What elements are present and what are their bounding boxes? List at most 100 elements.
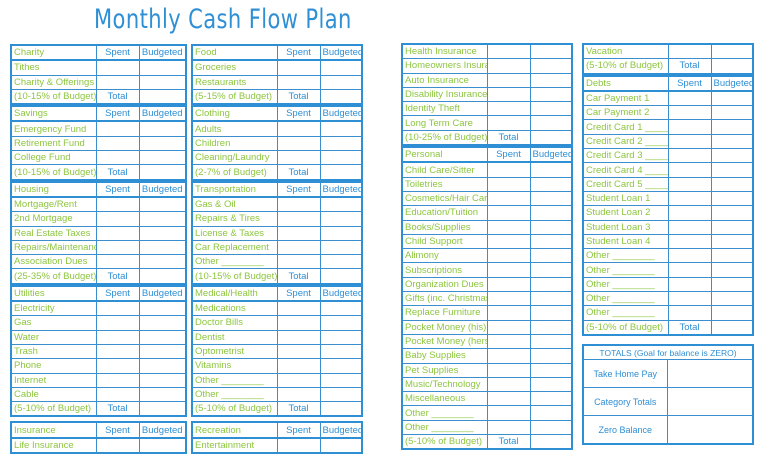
budgeted-cell[interactable] [138,437,187,454]
spent-cell[interactable] [667,43,712,60]
budgeted-cell[interactable] [319,59,363,76]
spent-cell[interactable] [276,239,321,256]
budgeted-cell[interactable] [138,120,187,137]
budgeted-cell[interactable] [138,135,187,152]
budgeted-cell[interactable] [710,233,754,250]
budgeted-cell[interactable] [138,254,187,270]
budgeted-cell[interactable] [138,150,187,166]
spent-cell[interactable] [486,391,531,407]
spent-cell[interactable] [486,376,531,393]
spent-cell[interactable] [486,233,531,250]
budgeted-cell[interactable] [138,59,187,76]
budgeted-cell[interactable] [529,233,573,250]
spent-cell[interactable] [667,133,712,150]
spent-cell[interactable] [486,291,531,307]
spent-cell[interactable] [486,333,531,350]
total-cell[interactable] [319,401,363,417]
spent-cell[interactable] [486,205,531,221]
total-cell[interactable] [710,319,754,336]
spent-cell[interactable] [276,254,321,270]
budgeted-cell[interactable] [529,291,573,307]
spent-cell[interactable] [95,329,140,345]
budgeted-cell[interactable] [319,437,363,454]
budgeted-cell[interactable] [710,176,754,192]
budgeted-cell[interactable] [138,315,187,331]
spent-cell[interactable] [95,135,140,152]
spent-cell[interactable] [486,58,531,74]
budgeted-cell[interactable] [138,329,187,345]
spent-cell[interactable] [486,348,531,364]
spent-cell[interactable] [95,196,140,213]
spent-cell[interactable] [486,176,531,192]
spent-cell[interactable] [95,386,140,403]
budgeted-cell[interactable] [529,348,573,364]
spent-cell[interactable] [667,305,712,321]
budgeted-cell[interactable] [319,120,363,137]
budgeted-cell[interactable] [710,133,754,150]
spent-cell[interactable] [667,148,712,164]
budgeted-cell[interactable] [138,386,187,403]
spent-cell[interactable] [95,150,140,166]
budgeted-cell[interactable] [319,329,363,345]
budgeted-cell[interactable] [529,205,573,221]
budgeted-cell[interactable] [138,300,187,317]
total-cell[interactable] [138,268,187,285]
budgeted-cell[interactable] [319,300,363,317]
zero-balance-cell[interactable] [666,415,754,445]
budgeted-cell[interactable] [529,248,573,264]
spent-cell[interactable] [95,437,140,454]
budgeted-cell[interactable] [710,205,754,221]
budgeted-cell[interactable] [138,343,187,360]
spent-cell[interactable] [486,161,531,178]
spent-cell[interactable] [95,254,140,270]
spent-cell[interactable] [276,343,321,360]
spent-cell[interactable] [276,358,321,374]
budgeted-cell[interactable] [138,372,187,388]
budgeted-cell[interactable] [319,150,363,166]
total-cell[interactable] [319,164,363,181]
spent-cell[interactable] [486,419,531,436]
budgeted-cell[interactable] [138,211,187,227]
budgeted-cell[interactable] [710,105,754,121]
budgeted-cell[interactable] [529,319,573,335]
budgeted-cell[interactable] [529,305,573,321]
budgeted-cell[interactable] [710,262,754,278]
spent-cell[interactable] [667,119,712,135]
category-totals-cell[interactable] [666,387,754,416]
budgeted-cell[interactable] [529,43,573,60]
budgeted-cell[interactable] [319,372,363,388]
spent-cell[interactable] [276,211,321,227]
spent-cell[interactable] [667,205,712,221]
spent-cell[interactable] [276,59,321,76]
spent-cell[interactable] [486,362,531,378]
spent-cell[interactable] [486,115,531,131]
budgeted-cell[interactable] [529,419,573,436]
budgeted-cell[interactable] [529,190,573,207]
spent-cell[interactable] [276,386,321,403]
budgeted-cell[interactable] [710,291,754,307]
budgeted-cell[interactable] [319,225,363,241]
spent-cell[interactable] [486,101,531,117]
spent-cell[interactable] [667,176,712,192]
spent-cell[interactable] [95,372,140,388]
spent-cell[interactable] [95,315,140,331]
budgeted-cell[interactable] [529,376,573,393]
spent-cell[interactable] [276,120,321,137]
budgeted-cell[interactable] [319,135,363,152]
spent-cell[interactable] [486,86,531,103]
total-cell[interactable] [710,58,754,75]
budgeted-cell[interactable] [319,239,363,256]
spent-cell[interactable] [667,162,712,178]
spent-cell[interactable] [276,329,321,345]
budgeted-cell[interactable] [529,391,573,407]
budgeted-cell[interactable] [529,72,573,88]
budgeted-cell[interactable] [529,219,573,235]
budgeted-cell[interactable] [529,362,573,378]
spent-cell[interactable] [667,219,712,235]
spent-cell[interactable] [95,239,140,256]
total-cell[interactable] [529,129,573,146]
budgeted-cell[interactable] [529,176,573,192]
budgeted-cell[interactable] [710,276,754,293]
spent-cell[interactable] [95,59,140,76]
spent-cell[interactable] [667,248,712,264]
